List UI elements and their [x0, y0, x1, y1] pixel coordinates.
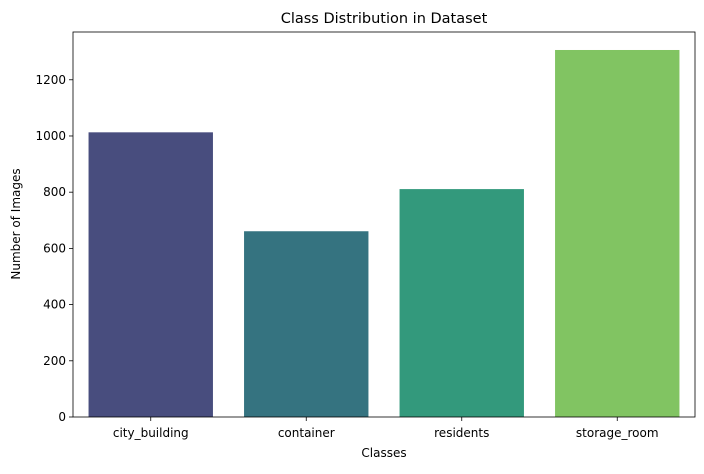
x-tick-label: storage_room — [576, 426, 659, 440]
bar-city-building — [88, 132, 213, 417]
bars-group — [88, 49, 680, 417]
y-axis-ticks: 0 200 400 600 800 1000 1200 — [35, 73, 73, 424]
x-tick-label: container — [278, 426, 335, 440]
y-tick-label: 1200 — [35, 73, 66, 87]
x-tick-label: residents — [434, 426, 489, 440]
bar-container — [244, 231, 369, 417]
y-tick-label: 1000 — [35, 129, 66, 143]
y-axis-label: Number of Images — [9, 168, 23, 279]
x-tick-label: city_building — [113, 426, 189, 440]
plot-frame — [72, 31, 696, 418]
y-tick-label: 400 — [43, 298, 66, 312]
bar-residents — [399, 189, 524, 417]
bar-storage-room — [555, 49, 680, 417]
y-tick-label: 200 — [43, 354, 66, 368]
x-axis-label: Classes — [361, 446, 406, 460]
x-axis-ticks: city_building container residents storage_r… — [113, 417, 659, 440]
chart-title: Class Distribution in Dataset — [281, 11, 488, 27]
y-tick-label: 0 — [58, 410, 66, 424]
y-tick-label: 800 — [43, 185, 66, 199]
y-tick-label: 600 — [43, 241, 66, 255]
